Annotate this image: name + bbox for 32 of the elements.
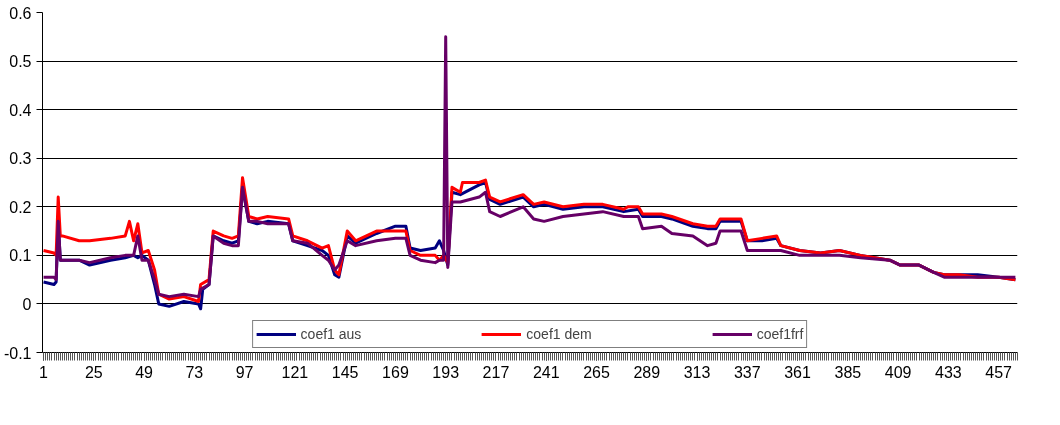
x-tick-label: 73 bbox=[185, 363, 204, 381]
x-tick-label: 1 bbox=[39, 363, 49, 381]
y-tick-label: 0.6 bbox=[9, 4, 32, 22]
x-tick-label: 145 bbox=[331, 363, 359, 381]
x-tick-label: 289 bbox=[633, 363, 661, 381]
y-tick-label: -0.1 bbox=[3, 344, 32, 362]
x-tick-label: 193 bbox=[432, 363, 460, 381]
x-tick-label: 361 bbox=[784, 363, 812, 381]
x-tick-label: 241 bbox=[532, 363, 560, 381]
line-series bbox=[42, 35, 1017, 299]
x-tick-label: 457 bbox=[985, 363, 1013, 381]
x-tick-label: 409 bbox=[884, 363, 912, 381]
x-tick-label: 97 bbox=[235, 363, 254, 381]
y-tick-label: 0.3 bbox=[9, 150, 32, 168]
x-tick-label: 337 bbox=[733, 363, 761, 381]
legend-label: coef1frf bbox=[756, 326, 804, 342]
y-tick-label: 0 bbox=[22, 295, 32, 313]
legend-label: coef1 dem bbox=[526, 326, 592, 342]
x-tick-label: 433 bbox=[935, 363, 962, 381]
y-tick-label: 0.2 bbox=[9, 198, 32, 216]
x-tick-label: 313 bbox=[683, 363, 711, 381]
x-tick-label: 169 bbox=[382, 363, 409, 381]
x-tick-label: 121 bbox=[281, 363, 309, 381]
y-tick-label: 0.1 bbox=[9, 247, 32, 265]
x-tick-label: 25 bbox=[84, 363, 103, 381]
y-tick-label: 0.5 bbox=[9, 53, 32, 71]
x-tick-label: 217 bbox=[482, 363, 510, 381]
x-tick-label: 265 bbox=[583, 363, 610, 381]
x-tick-label: 49 bbox=[135, 363, 154, 381]
y-tick-label: 0.4 bbox=[9, 101, 32, 119]
legend-label: coef1 aus bbox=[300, 326, 362, 342]
x-tick-label: 385 bbox=[834, 363, 862, 381]
